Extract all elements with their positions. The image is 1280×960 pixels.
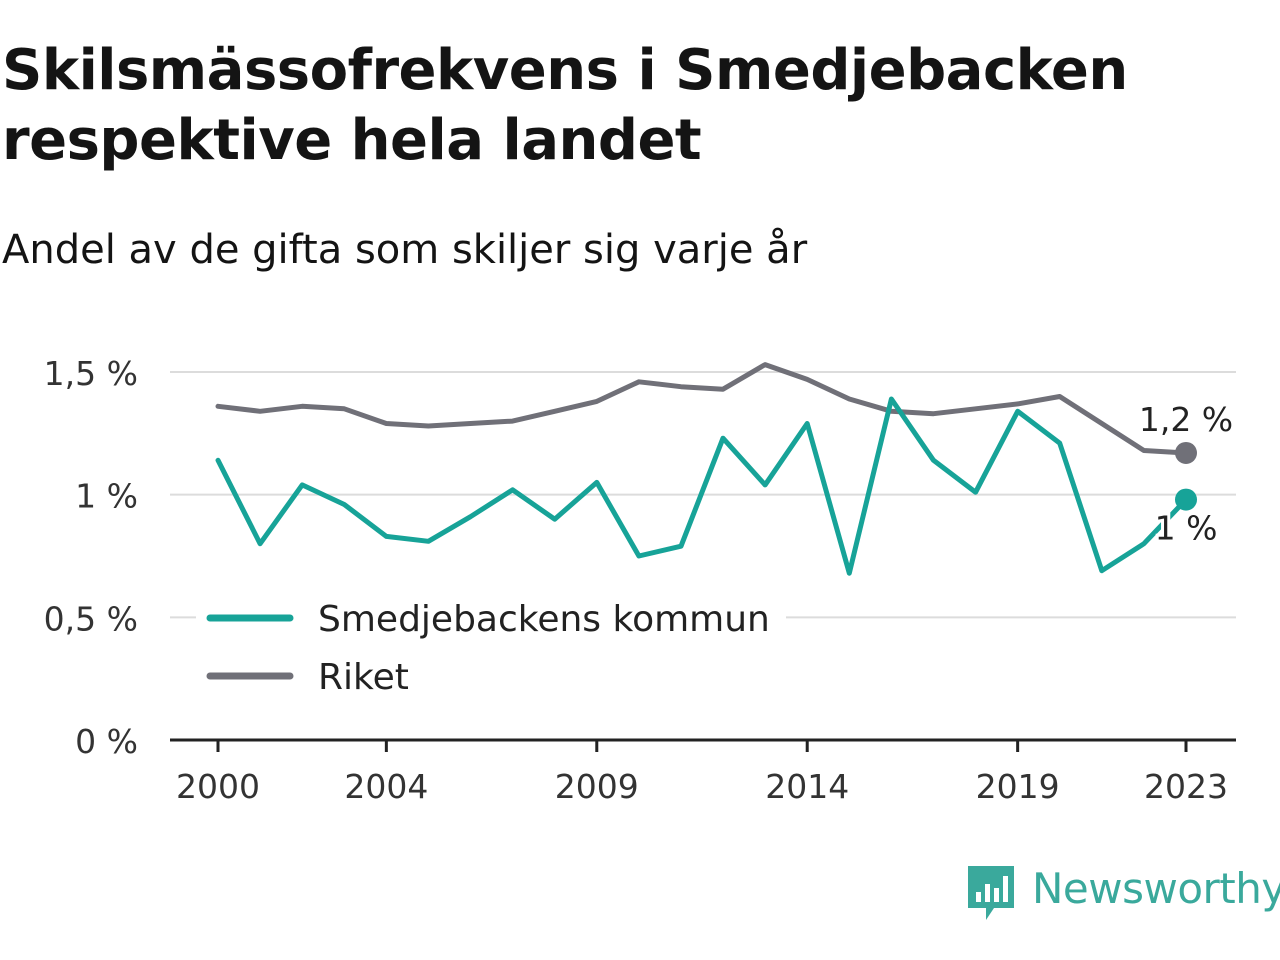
y-tick-label: 0 % [75, 722, 138, 761]
brand-name: Newsworthy [1032, 864, 1280, 913]
chart-title: Skilsmässofrekvens i Smedjebacken respek… [2, 38, 1128, 173]
legend-label: Smedjebackens kommun [318, 599, 770, 640]
x-tick-label: 2023 [1144, 767, 1228, 806]
y-tick-label: 1 % [75, 477, 138, 516]
x-tick-label: 2009 [555, 767, 639, 806]
x-tick-label: 2000 [176, 767, 260, 806]
end-point-riket [1175, 441, 1197, 464]
newsworthy-logo-icon [968, 866, 1014, 920]
y-tick-label: 0,5 % [44, 599, 138, 638]
y-tick-label: 1,5 % [44, 354, 138, 393]
x-tick-label: 2004 [344, 767, 428, 806]
legend-label: Riket [318, 657, 409, 698]
legend-background [196, 592, 786, 712]
newsworthy-logo: Newsworthy [962, 862, 1280, 924]
end-point-smedjebacken [1175, 488, 1197, 511]
series-line-smedjebacken [215, 396, 1189, 576]
legend: Smedjebackens kommun Riket [196, 592, 786, 712]
x-tick-label: 2019 [976, 767, 1060, 806]
x-tick-label: 2014 [765, 767, 849, 806]
end-labels: 1,2 % 1 % [1136, 397, 1236, 551]
x-axis: 2000 2004 2009 2014 2019 2023 [170, 738, 1236, 806]
series-lines [215, 362, 1197, 576]
end-label-smedjebacken: 1 % [1155, 509, 1218, 548]
series-line-riket [215, 362, 1189, 456]
y-axis: 0 % 0,5 % 1 % 1,5 % [44, 354, 138, 761]
chart-subtitle: Andel av de gifta som skiljer sig varje … [2, 227, 808, 273]
end-label-riket: 1,2 % [1139, 400, 1233, 439]
